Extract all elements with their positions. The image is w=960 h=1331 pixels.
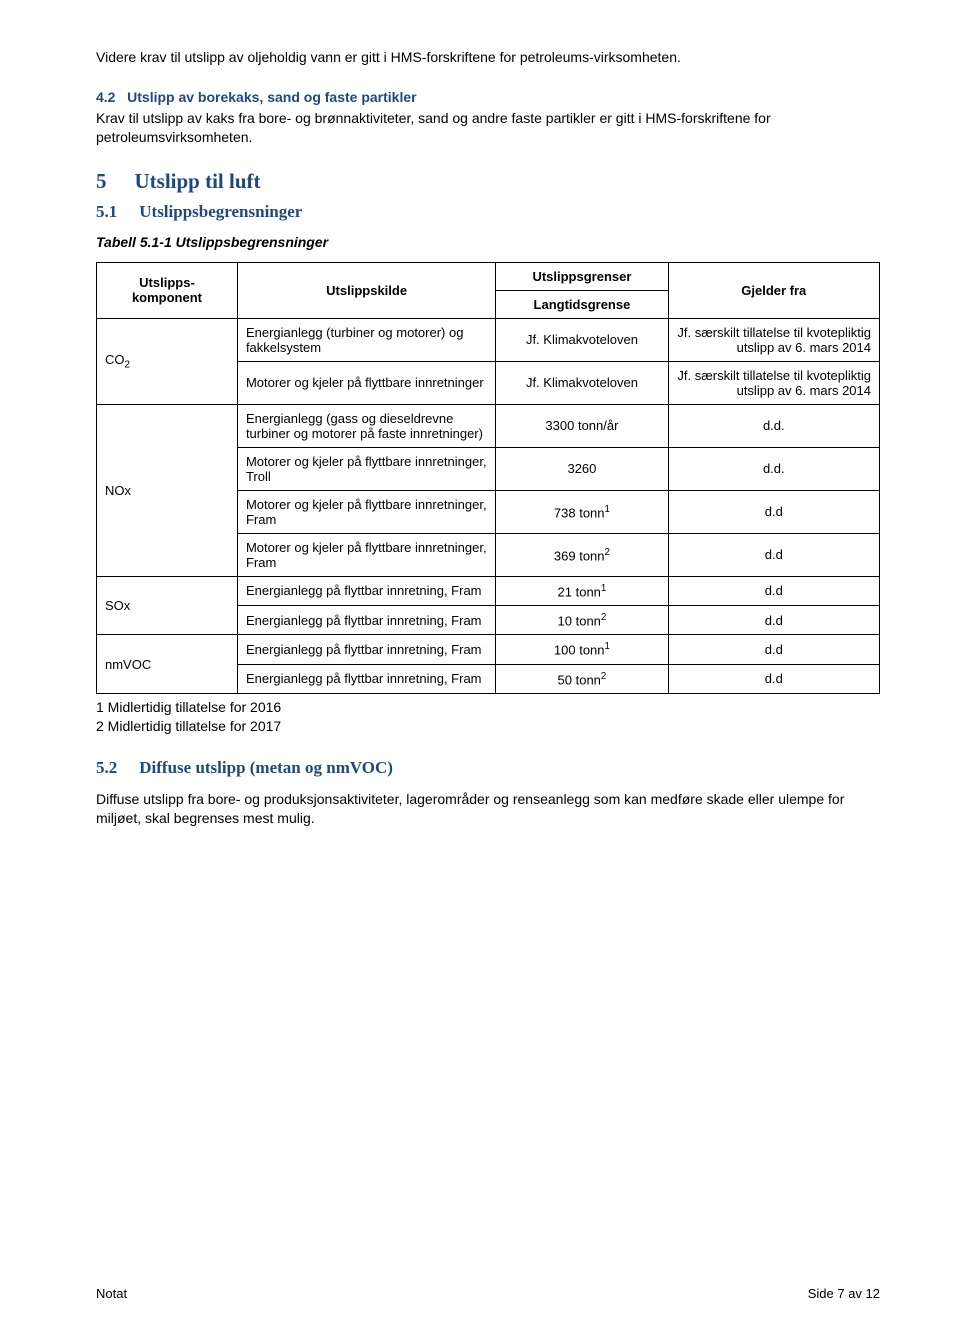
section-4-2-body: Krav til utslipp av kaks fra bore- og br… bbox=[96, 109, 880, 147]
cell-source: Motorer og kjeler på flyttbare innretnin… bbox=[237, 533, 495, 576]
cell-source: Energianlegg på flyttbar innretning, Fra… bbox=[237, 664, 495, 693]
note-2: 2 Midlertidig tillatelse for 2017 bbox=[96, 717, 880, 736]
cell-from: d.d bbox=[668, 664, 879, 693]
cell-from: d.d bbox=[668, 576, 879, 605]
table-row: nmVOC Energianlegg på flyttbar innretnin… bbox=[97, 635, 880, 664]
cell-from: d.d. bbox=[668, 404, 879, 447]
th-source: Utslippskilde bbox=[237, 262, 495, 318]
section-5-num: 5 bbox=[96, 169, 107, 194]
cell-limit: 21 tonn1 bbox=[496, 576, 668, 605]
cell-source: Energianlegg (gass og dieseldrevne turbi… bbox=[237, 404, 495, 447]
section-5-2-num: 5.2 bbox=[96, 758, 117, 778]
cell-component: SOx bbox=[97, 576, 238, 635]
table-row: CO2 Energianlegg (turbiner og motorer) o… bbox=[97, 318, 880, 361]
cell-limit: 100 tonn1 bbox=[496, 635, 668, 664]
th-component: Utslipps-komponent bbox=[97, 262, 238, 318]
footer-right: Side 7 av 12 bbox=[808, 1286, 880, 1301]
section-5-2-title: Diffuse utslipp (metan og nmVOC) bbox=[139, 758, 393, 778]
cell-source: Energianlegg (turbiner og motorer) og fa… bbox=[237, 318, 495, 361]
cell-limit: Jf. Klimakvoteloven bbox=[496, 318, 668, 361]
cell-component: nmVOC bbox=[97, 635, 238, 694]
section-5-2-heading: 5.2 Diffuse utslipp (metan og nmVOC) bbox=[96, 758, 880, 778]
section-5-2-body: Diffuse utslipp fra bore- og produksjons… bbox=[96, 790, 880, 828]
cell-limit: 10 tonn2 bbox=[496, 606, 668, 635]
table-row: NOx Energianlegg (gass og dieseldrevne t… bbox=[97, 404, 880, 447]
note-1: 1 Midlertidig tillatelse for 2016 bbox=[96, 698, 880, 717]
section-5-1-num: 5.1 bbox=[96, 202, 117, 222]
cell-source: Energianlegg på flyttbar innretning, Fra… bbox=[237, 635, 495, 664]
cell-limit: 738 tonn1 bbox=[496, 490, 668, 533]
cell-from: Jf. særskilt tillatelse til kvotepliktig… bbox=[668, 318, 879, 361]
cell-source: Energianlegg på flyttbar innretning, Fra… bbox=[237, 576, 495, 605]
cell-limit: 3260 bbox=[496, 447, 668, 490]
cell-limit: 3300 tonn/år bbox=[496, 404, 668, 447]
cell-component: NOx bbox=[97, 404, 238, 576]
cell-limit: 369 tonn2 bbox=[496, 533, 668, 576]
cell-source: Motorer og kjeler på flyttbare innretnin… bbox=[237, 490, 495, 533]
section-5-title: Utslipp til luft bbox=[135, 169, 261, 194]
cell-from: Jf. særskilt tillatelse til kvotepliktig… bbox=[668, 361, 879, 404]
cell-from: d.d. bbox=[668, 447, 879, 490]
cell-limit: Jf. Klimakvoteloven bbox=[496, 361, 668, 404]
th-limits: Utslippsgrenser bbox=[496, 262, 668, 290]
table-header: Utslipps-komponent Utslippskilde Utslipp… bbox=[97, 262, 880, 318]
cell-source: Motorer og kjeler på flyttbare innretnin… bbox=[237, 361, 495, 404]
cell-limit: 50 tonn2 bbox=[496, 664, 668, 693]
intro-paragraph: Videre krav til utslipp av oljeholdig va… bbox=[96, 48, 880, 67]
cell-component: CO2 bbox=[97, 318, 238, 404]
th-from: Gjelder fra bbox=[668, 262, 879, 318]
section-5-1-title: Utslippsbegrensninger bbox=[139, 202, 302, 222]
section-5-1-heading: 5.1 Utslippsbegrensninger bbox=[96, 202, 880, 222]
page: Videre krav til utslipp av oljeholdig va… bbox=[0, 0, 960, 1331]
th-longterm: Langtidsgrense bbox=[496, 290, 668, 318]
cell-source: Motorer og kjeler på flyttbare innretnin… bbox=[237, 447, 495, 490]
table-body: CO2 Energianlegg (turbiner og motorer) o… bbox=[97, 318, 880, 693]
emissions-table: Utslipps-komponent Utslippskilde Utslipp… bbox=[96, 262, 880, 694]
table-notes: 1 Midlertidig tillatelse for 2016 2 Midl… bbox=[96, 698, 880, 736]
cell-from: d.d bbox=[668, 635, 879, 664]
section-4-2-title: Utslipp av borekaks, sand og faste parti… bbox=[127, 89, 416, 105]
section-5-heading: 5 Utslipp til luft bbox=[96, 169, 880, 194]
cell-from: d.d bbox=[668, 490, 879, 533]
section-4-2-num: 4.2 bbox=[96, 89, 115, 105]
table-caption: Tabell 5.1-1 Utslippsbegrensninger bbox=[96, 234, 880, 250]
page-footer: Notat Side 7 av 12 bbox=[96, 1286, 880, 1301]
section-4-2-heading: 4.2 Utslipp av borekaks, sand og faste p… bbox=[96, 89, 880, 105]
cell-source: Energianlegg på flyttbar innretning, Fra… bbox=[237, 606, 495, 635]
footer-left: Notat bbox=[96, 1286, 127, 1301]
table-row: SOx Energianlegg på flyttbar innretning,… bbox=[97, 576, 880, 605]
cell-from: d.d bbox=[668, 533, 879, 576]
cell-from: d.d bbox=[668, 606, 879, 635]
